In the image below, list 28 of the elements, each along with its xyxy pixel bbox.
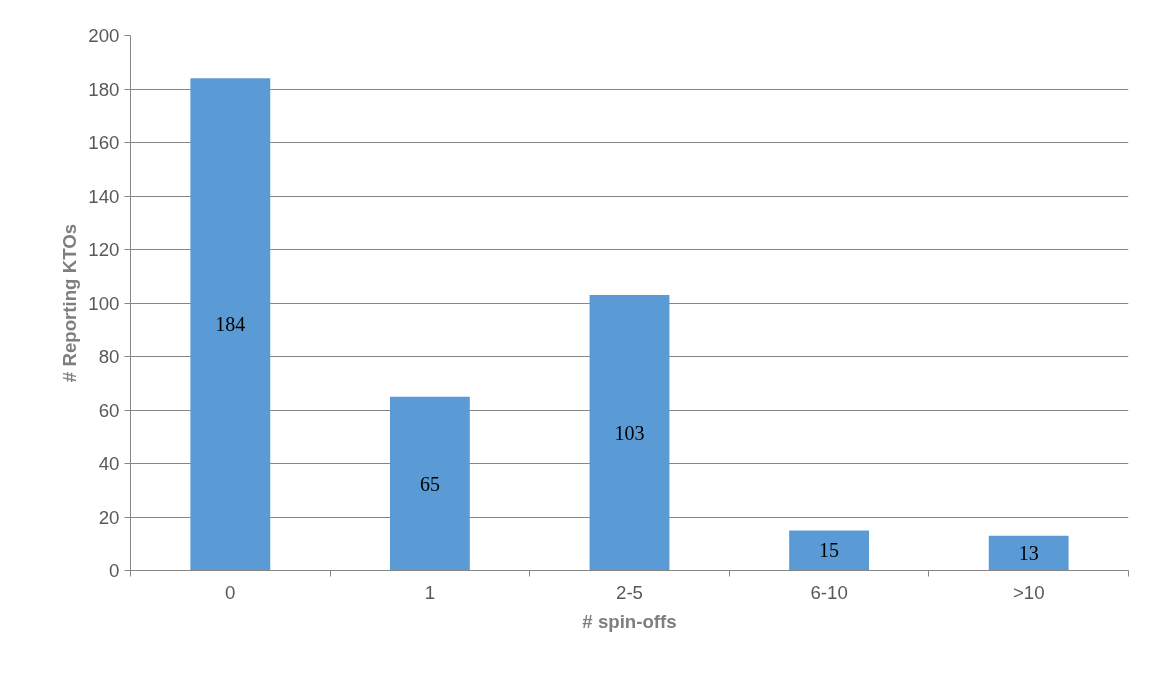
y-tick-label: 60 — [98, 399, 120, 421]
x-tick-label: 6-10 — [810, 581, 848, 603]
x-tick-label: 0 — [225, 581, 236, 603]
x-tick-label: >10 — [1012, 581, 1045, 603]
bar — [389, 396, 470, 571]
data-label: 15 — [819, 539, 840, 562]
x-tick-label: 2-5 — [616, 581, 643, 603]
x-axis-title: # spin-offs — [582, 610, 677, 632]
y-tick-label: 160 — [88, 132, 120, 153]
bar — [190, 78, 271, 571]
bar — [589, 294, 670, 571]
y-tick-label: 0 — [109, 560, 120, 581]
bar — [789, 530, 870, 571]
y-tick-label: 100 — [88, 292, 120, 314]
y-tick-label: 200 — [88, 25, 120, 46]
y-tick-label: 80 — [98, 346, 120, 367]
x-tick-label: 1 — [424, 581, 436, 603]
y-tick-label: 40 — [98, 453, 120, 474]
data-label: 65 — [419, 472, 440, 495]
y-tick-label: 140 — [88, 185, 120, 207]
y-tick-label: 120 — [88, 239, 120, 260]
data-label: 13 — [1018, 542, 1039, 565]
y-tick-label: 180 — [88, 78, 120, 100]
y-axis-title: # Reporting KTOs — [59, 223, 81, 383]
data-label: 184 — [215, 313, 246, 336]
y-tick-label: 20 — [98, 506, 120, 528]
bar — [988, 535, 1069, 571]
data-label: 103 — [614, 421, 645, 444]
